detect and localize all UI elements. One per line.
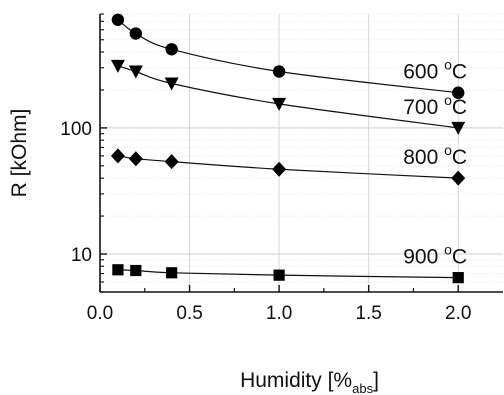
series-label: 600 oC bbox=[403, 57, 467, 84]
series-label: 800 oC bbox=[403, 142, 467, 169]
x-tick-label: 2.0 bbox=[445, 303, 471, 324]
x-axis-title: Humidity [%abs] bbox=[240, 369, 379, 395]
data-point bbox=[272, 65, 286, 78]
y-axis-title: R [kOhm] bbox=[8, 109, 31, 198]
series-label: 900 oC bbox=[403, 242, 467, 269]
series-label: 700 oC bbox=[403, 92, 467, 119]
data-point bbox=[273, 269, 285, 281]
data-point bbox=[452, 86, 465, 99]
data-point bbox=[111, 13, 125, 26]
data-point bbox=[451, 121, 466, 135]
data-point bbox=[130, 264, 142, 277]
data-markers bbox=[110, 13, 466, 284]
data-point bbox=[112, 264, 124, 276]
data-point bbox=[272, 97, 287, 111]
data-point bbox=[166, 267, 178, 279]
data-point bbox=[128, 151, 143, 167]
data-point bbox=[110, 59, 125, 73]
data-point bbox=[452, 272, 464, 284]
x-tick-label: 1.5 bbox=[355, 303, 381, 324]
y-tick-label: 10 bbox=[71, 245, 92, 266]
data-point bbox=[451, 170, 466, 186]
x-tick-label: 0.5 bbox=[176, 303, 202, 324]
data-point bbox=[272, 161, 287, 177]
data-point bbox=[128, 65, 143, 79]
x-tick-label: 1.0 bbox=[266, 303, 292, 324]
x-tick-label: 0.0 bbox=[87, 303, 113, 324]
data-point bbox=[165, 43, 178, 56]
data-point bbox=[110, 148, 125, 164]
axes bbox=[99, 14, 503, 293]
data-point bbox=[129, 27, 143, 40]
series-labels: 600 oC 700 oC 800 oC 900 oC bbox=[403, 57, 467, 269]
data-point bbox=[164, 77, 179, 91]
y-tick-label: 100 bbox=[60, 119, 92, 140]
data-point bbox=[164, 154, 179, 170]
ticks: 0.0 0.5 1.0 1.5 2.0 10 100 bbox=[60, 13, 471, 324]
